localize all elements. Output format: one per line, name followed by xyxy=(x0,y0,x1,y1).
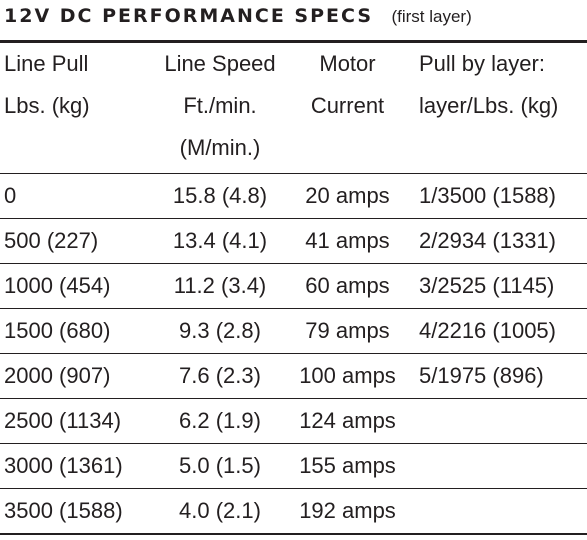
table-row: 0 15.8 (4.8) 20 amps 1/3500 (1588) xyxy=(0,173,587,219)
cell-pull-by-layer: 1/3500 (1588) xyxy=(405,173,587,219)
header-line-speed-line1: Line Speed xyxy=(164,51,276,76)
cell-line-pull: 1000 (454) xyxy=(0,263,150,309)
cell-pull-by-layer xyxy=(405,443,587,489)
cell-motor-current: 79 amps xyxy=(290,308,405,354)
header-motor-current: Motor Current xyxy=(290,43,405,174)
cell-line-speed: 4.0 (2.1) xyxy=(150,488,290,535)
cell-pull-by-layer: 3/2525 (1145) xyxy=(405,263,587,309)
cell-line-speed: 15.8 (4.8) xyxy=(150,173,290,219)
spec-title-subtitle: (first layer) xyxy=(391,7,472,26)
cell-line-speed: 13.4 (4.1) xyxy=(150,218,290,264)
cell-pull-by-layer: 5/1975 (896) xyxy=(405,353,587,399)
table-row: 2000 (907) 7.6 (2.3) 100 amps 5/1975 (89… xyxy=(0,353,587,399)
header-pull-by-layer: Pull by layer: layer/Lbs. (kg) xyxy=(405,43,587,174)
header-line-speed-line2: Ft./min. xyxy=(183,93,257,118)
cell-line-pull: 1500 (680) xyxy=(0,308,150,354)
header-line-pull-line1: Line Pull xyxy=(4,51,89,76)
table-row: 500 (227) 13.4 (4.1) 41 amps 2/2934 (133… xyxy=(0,218,587,264)
cell-motor-current: 124 amps xyxy=(290,398,405,444)
header-motor-current-line1: Motor xyxy=(319,51,376,76)
spec-title-main: 12V DC PERFORMANCE SPECS xyxy=(4,5,374,27)
header-line-pull-line2: Lbs. (kg) xyxy=(4,93,90,118)
cell-motor-current: 192 amps xyxy=(290,488,405,535)
table-row: 3500 (1588) 4.0 (2.1) 192 amps xyxy=(0,488,587,535)
table-row: 1500 (680) 9.3 (2.8) 79 amps 4/2216 (100… xyxy=(0,308,587,354)
header-line-pull: Line Pull Lbs. (kg) xyxy=(0,43,150,174)
performance-specs-table: Line Pull Lbs. (kg) Line Speed Ft./min. … xyxy=(0,43,587,535)
cell-pull-by-layer xyxy=(405,488,587,535)
cell-motor-current: 100 amps xyxy=(290,353,405,399)
cell-line-speed: 5.0 (1.5) xyxy=(150,443,290,489)
cell-pull-by-layer: 4/2216 (1005) xyxy=(405,308,587,354)
cell-line-speed: 7.6 (2.3) xyxy=(150,353,290,399)
cell-pull-by-layer: 2/2934 (1331) xyxy=(405,218,587,264)
header-motor-current-line2: Current xyxy=(310,93,385,118)
header-line-speed-line3: (M/min.) xyxy=(179,135,261,160)
cell-line-pull: 2500 (1134) xyxy=(0,398,150,444)
cell-line-speed: 11.2 (3.4) xyxy=(150,263,290,309)
cell-motor-current: 60 amps xyxy=(290,263,405,309)
cell-motor-current: 41 amps xyxy=(290,218,405,264)
header-line-speed: Line Speed Ft./min. (M/min.) xyxy=(150,43,290,174)
header-pull-by-layer-line2: layer/Lbs. (kg) xyxy=(419,93,559,118)
spec-title: 12V DC PERFORMANCE SPECS (first layer) xyxy=(4,5,472,31)
cell-line-pull: 3000 (1361) xyxy=(0,443,150,489)
table-row: 3000 (1361) 5.0 (1.5) 155 amps xyxy=(0,443,587,489)
cell-pull-by-layer xyxy=(405,398,587,444)
table-row: 1000 (454) 11.2 (3.4) 60 amps 3/2525 (11… xyxy=(0,263,587,309)
table-header-row: Line Pull Lbs. (kg) Line Speed Ft./min. … xyxy=(0,43,587,174)
cell-motor-current: 20 amps xyxy=(290,173,405,219)
cell-line-speed: 6.2 (1.9) xyxy=(150,398,290,444)
cell-line-pull: 0 xyxy=(0,173,150,219)
cell-line-pull: 2000 (907) xyxy=(0,353,150,399)
cell-line-pull: 500 (227) xyxy=(0,218,150,264)
header-pull-by-layer-line1: Pull by layer: xyxy=(419,51,545,76)
cell-line-speed: 9.3 (2.8) xyxy=(150,308,290,354)
title-divider xyxy=(0,40,587,43)
table-row: 2500 (1134) 6.2 (1.9) 124 amps xyxy=(0,398,587,444)
cell-motor-current: 155 amps xyxy=(290,443,405,489)
cell-line-pull: 3500 (1588) xyxy=(0,488,150,535)
